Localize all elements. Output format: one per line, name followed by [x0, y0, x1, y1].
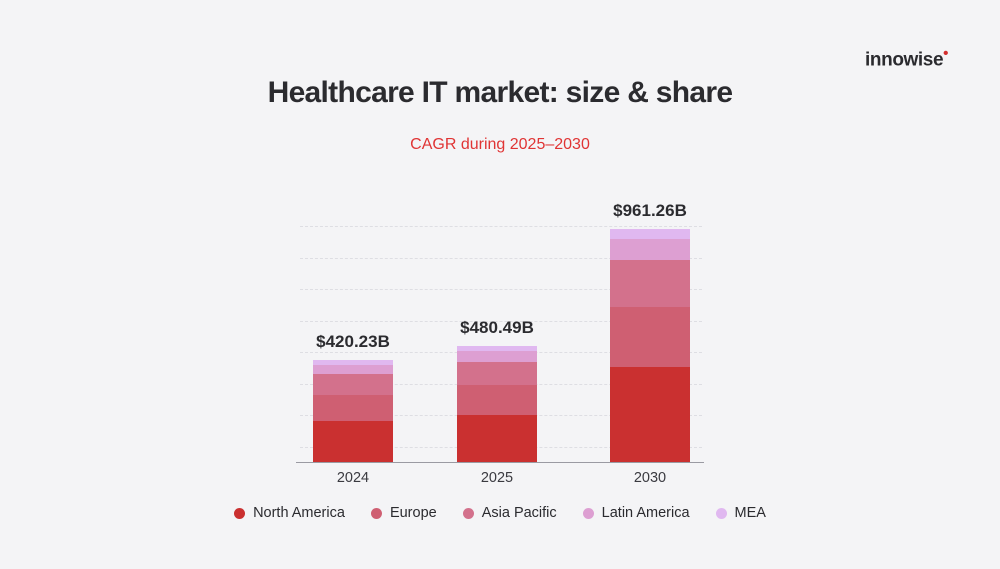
bar-segment[interactable] — [313, 421, 393, 462]
stacked-bar-series: $420.23B $480.49B $961.26B — [300, 201, 702, 462]
legend-item[interactable]: Asia Pacific — [462, 505, 557, 521]
legend-label: Asia Pacific — [481, 505, 557, 521]
bar-segment[interactable] — [313, 360, 393, 366]
stacked-bar[interactable] — [457, 345, 537, 462]
legend-swatch-icon — [582, 507, 594, 519]
stacked-bar[interactable] — [610, 229, 690, 462]
bar-segment[interactable] — [313, 374, 393, 395]
page-title: Healthcare IT market: size & share — [267, 76, 733, 109]
legend-item[interactable]: MEA — [715, 505, 766, 521]
x-axis-line — [296, 461, 704, 463]
chart-subtitle: CAGR during 2025–2030 — [410, 136, 590, 153]
legend-item[interactable]: Europe — [370, 505, 437, 521]
x-axis-label-2025: 2025 — [480, 470, 514, 486]
bar-segment[interactable] — [610, 260, 690, 307]
bar-segment[interactable] — [457, 351, 537, 362]
x-axis-label-2030: 2030 — [633, 470, 667, 486]
bar-segment[interactable] — [610, 306, 690, 368]
x-axis-label-2024: 2024 — [336, 470, 370, 486]
bar-total-label: $961.26B — [613, 201, 687, 221]
stacked-bar[interactable] — [313, 360, 393, 462]
legend-label: MEA — [734, 505, 766, 521]
brand-logo-dot: • — [943, 45, 948, 62]
bar-segment[interactable] — [457, 361, 537, 386]
bar-segment[interactable] — [313, 365, 393, 375]
legend-swatch-icon — [715, 507, 727, 519]
legend-item[interactable]: Latin America — [582, 505, 690, 521]
bar-segment[interactable] — [610, 367, 690, 462]
bar-total-label: $420.23B — [316, 332, 390, 352]
legend-label: North America — [253, 505, 345, 521]
legend-item[interactable]: North America — [234, 505, 345, 521]
legend-label: Europe — [389, 505, 437, 521]
gridline — [300, 257, 702, 260]
gridline — [300, 320, 702, 323]
legend-swatch-icon — [462, 507, 474, 519]
gridline — [300, 289, 702, 291]
legend-swatch-icon — [370, 507, 382, 519]
gridline — [300, 226, 702, 228]
legend-label: Latin America — [601, 505, 690, 521]
chart-plot-area: $420.23B $480.49B $961.26B — [296, 201, 704, 463]
bar-total-label: $480.49B — [460, 317, 534, 337]
bar-segment[interactable] — [457, 415, 537, 462]
brand-logo: innowise• — [865, 45, 948, 71]
chart-legend: North America Europe Asia Pacific Latin Ame… — [0, 505, 1000, 521]
bar-segment[interactable] — [457, 345, 537, 352]
x-axis-tick-labels: 2024 2025 2030 — [300, 470, 702, 494]
bar-segment[interactable] — [313, 394, 393, 422]
brand-logo-text: innowise — [865, 49, 944, 71]
bar-segment[interactable] — [610, 229, 690, 240]
legend-swatch-icon — [234, 507, 246, 519]
bar-segment[interactable] — [457, 385, 537, 416]
bar-segment[interactable] — [610, 239, 690, 261]
